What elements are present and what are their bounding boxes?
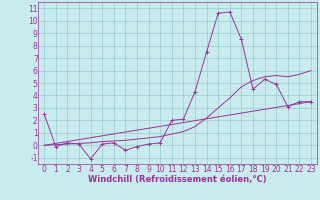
X-axis label: Windchill (Refroidissement éolien,°C): Windchill (Refroidissement éolien,°C) bbox=[88, 175, 267, 184]
